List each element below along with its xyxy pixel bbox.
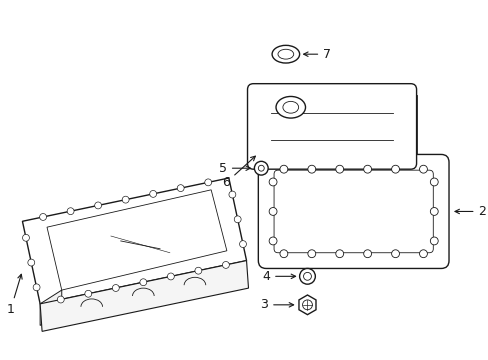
Circle shape — [391, 250, 399, 258]
Circle shape — [112, 284, 119, 292]
Circle shape — [22, 234, 29, 241]
Circle shape — [429, 207, 437, 215]
Polygon shape — [40, 290, 61, 325]
Ellipse shape — [277, 49, 293, 59]
Circle shape — [95, 202, 102, 209]
Text: 2: 2 — [454, 205, 486, 218]
Circle shape — [234, 216, 241, 223]
Circle shape — [239, 240, 246, 248]
Circle shape — [419, 250, 427, 258]
Circle shape — [149, 190, 156, 197]
Circle shape — [57, 296, 64, 303]
Circle shape — [140, 279, 146, 286]
Polygon shape — [22, 178, 246, 304]
Circle shape — [303, 273, 311, 280]
Circle shape — [391, 165, 399, 173]
Circle shape — [28, 259, 35, 266]
Circle shape — [195, 267, 202, 274]
Text: 7: 7 — [303, 48, 330, 61]
Circle shape — [122, 196, 129, 203]
FancyBboxPatch shape — [258, 154, 448, 269]
Circle shape — [222, 261, 229, 268]
Text: 4: 4 — [262, 270, 295, 283]
Circle shape — [429, 237, 437, 245]
Circle shape — [204, 179, 211, 186]
Circle shape — [228, 191, 235, 198]
Circle shape — [335, 165, 343, 173]
Polygon shape — [298, 295, 315, 315]
Circle shape — [280, 165, 287, 173]
Ellipse shape — [275, 96, 305, 118]
Text: 3: 3 — [260, 298, 293, 311]
Circle shape — [67, 208, 74, 215]
Text: 1: 1 — [7, 274, 22, 316]
Circle shape — [363, 165, 371, 173]
Circle shape — [33, 284, 40, 291]
Circle shape — [177, 185, 184, 192]
FancyBboxPatch shape — [247, 84, 416, 169]
Circle shape — [40, 213, 46, 220]
Circle shape — [258, 165, 264, 171]
Polygon shape — [47, 190, 226, 290]
FancyBboxPatch shape — [273, 170, 432, 253]
Ellipse shape — [271, 45, 299, 63]
Text: 6: 6 — [222, 156, 255, 189]
Circle shape — [307, 165, 315, 173]
Circle shape — [268, 237, 276, 245]
Circle shape — [167, 273, 174, 280]
Circle shape — [419, 165, 427, 173]
Circle shape — [429, 178, 437, 186]
Circle shape — [302, 300, 312, 310]
Ellipse shape — [283, 102, 298, 113]
Circle shape — [363, 250, 371, 258]
Text: 5: 5 — [219, 162, 250, 175]
Circle shape — [299, 269, 315, 284]
Circle shape — [85, 290, 92, 297]
Circle shape — [254, 161, 267, 175]
Circle shape — [307, 250, 315, 258]
Circle shape — [268, 207, 276, 215]
Circle shape — [268, 178, 276, 186]
Polygon shape — [40, 261, 248, 331]
Circle shape — [335, 250, 343, 258]
Circle shape — [280, 250, 287, 258]
